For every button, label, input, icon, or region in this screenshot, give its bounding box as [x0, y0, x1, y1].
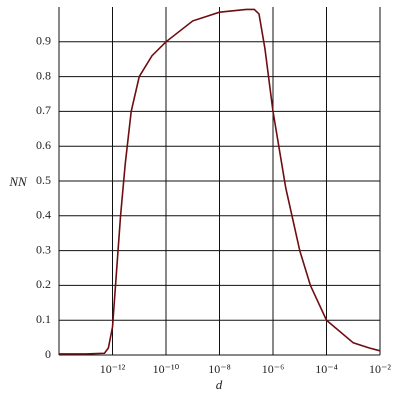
- y-tick-label: 0.1: [36, 312, 51, 326]
- x-tick-label: 10⁻⁴: [315, 362, 338, 376]
- y-tick-label: 0.4: [36, 208, 51, 222]
- y-axis-label: NN: [8, 174, 28, 189]
- x-tick-label: 10⁻¹²: [100, 362, 126, 376]
- y-tick-label: 0.5: [36, 173, 51, 187]
- y-tick-label: 0.6: [36, 138, 51, 152]
- y-tick-label: 0: [45, 347, 51, 361]
- y-tick-label: 0.2: [36, 277, 51, 291]
- y-tick-label: 0.8: [36, 68, 51, 82]
- data-line: [59, 8, 381, 355]
- x-axis-label: d: [216, 377, 223, 392]
- y-tick-label: 0.9: [36, 34, 51, 48]
- y-tick-label: 0.7: [36, 103, 51, 117]
- x-tick-label: 10⁻¹⁰: [153, 362, 180, 376]
- x-tick-label: 10⁻⁶: [262, 362, 285, 376]
- y-tick-label: 0.3: [36, 242, 51, 256]
- x-tick-label: 10⁻⁸: [208, 362, 231, 376]
- x-tick-label: 10⁻²: [369, 362, 391, 376]
